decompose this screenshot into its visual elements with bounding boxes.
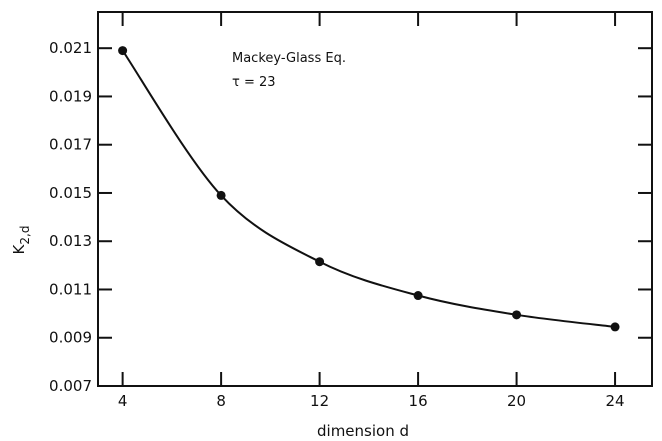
data-point	[512, 310, 522, 320]
x-tick-label: 4	[118, 392, 128, 410]
annotation-tau: τ = 23	[232, 75, 276, 90]
x-axis-tick-labels: 4 8 12 16 20 24	[118, 392, 625, 410]
x-axis-ticks	[121, 12, 617, 386]
y-axis-title-main: K	[10, 243, 28, 254]
data-point	[216, 190, 226, 200]
x-tick-label: 24	[606, 392, 625, 410]
y-tick-label: 0.019	[49, 87, 92, 105]
x-tick-label: 12	[310, 392, 329, 410]
x-tick-label: 16	[409, 392, 428, 410]
data-point	[315, 257, 325, 267]
x-tick-label: 8	[216, 392, 226, 410]
y-tick-label: 0.011	[49, 280, 92, 298]
y-tick-label: 0.009	[49, 329, 92, 347]
y-axis-ticks	[98, 47, 652, 387]
series-curve	[121, 50, 616, 328]
annotation-equation: Mackey-Glass Eq.	[232, 51, 346, 66]
x-tick-label: 20	[507, 392, 526, 410]
series-points	[118, 46, 620, 332]
y-axis-title-subscript: 2,d	[18, 226, 32, 245]
data-point	[413, 291, 423, 301]
y-axis-title: K2,d	[10, 226, 32, 255]
y-tick-label: 0.021	[49, 39, 92, 57]
data-point	[610, 322, 620, 332]
y-tick-label: 0.015	[49, 184, 92, 202]
y-axis-tick-labels: 0.007 0.009 0.011 0.013 0.015 0.017 0.019 0.021	[49, 39, 92, 395]
y-tick-label: 0.013	[49, 232, 92, 250]
y-tick-label: 0.007	[49, 377, 92, 395]
y-tick-label: 0.017	[49, 136, 92, 154]
x-axis-title: dimension d	[317, 422, 409, 440]
data-point	[118, 46, 128, 56]
plot-frame	[97, 11, 653, 387]
